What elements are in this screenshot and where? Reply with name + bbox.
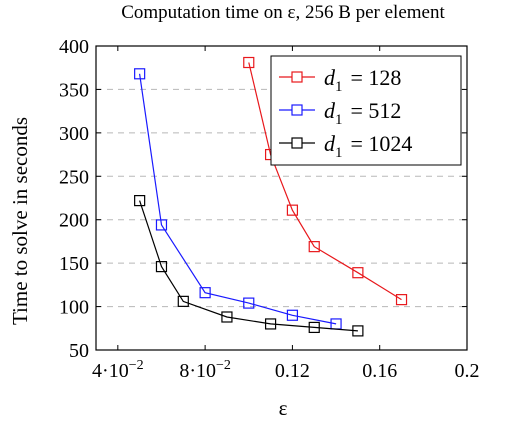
data-point <box>308 241 320 253</box>
legend-marker <box>291 137 303 149</box>
x-tick-label: 8·10−2 <box>179 358 231 382</box>
data-point <box>155 261 168 273</box>
data-point <box>155 219 168 231</box>
data-point <box>221 311 233 323</box>
chart-title: Computation time on ε, 256 B per element <box>121 2 445 23</box>
data-point <box>199 287 211 299</box>
series-line <box>248 62 402 301</box>
legend-marker <box>291 104 303 116</box>
x-axis-title: ε <box>279 396 288 420</box>
y-tick-label: 50 <box>69 340 89 362</box>
data-point <box>134 68 146 80</box>
data-point <box>243 56 255 69</box>
legend-marker <box>291 71 303 83</box>
data-point <box>308 321 320 334</box>
data-point <box>134 195 146 207</box>
series-line <box>139 200 358 332</box>
data-point <box>177 295 189 307</box>
x-tick-exponent: −2 <box>129 358 144 373</box>
series-group <box>134 68 342 330</box>
data-point <box>286 309 299 321</box>
x-tick-label: 0.12 <box>275 360 310 382</box>
series-group <box>134 195 364 337</box>
plot-frame <box>95 45 468 351</box>
y-tick-label: 100 <box>59 297 89 319</box>
y-tick-label: 150 <box>59 253 89 275</box>
data-point <box>395 294 408 306</box>
data-point <box>243 297 255 309</box>
data-point <box>286 204 299 216</box>
x-tick-label: 0.2 <box>455 360 480 382</box>
x-tick-label: 4·10−2 <box>92 358 144 382</box>
y-axis-title: Time to solve in seconds <box>8 117 32 325</box>
y-tick-label: 250 <box>59 166 89 188</box>
x-tick-exponent: −2 <box>216 358 231 373</box>
data-point <box>352 267 364 279</box>
data-point <box>352 325 364 337</box>
y-tick-label: 350 <box>59 79 89 101</box>
y-tick-label: 200 <box>59 210 89 232</box>
y-tick-label: 300 <box>59 123 89 145</box>
x-tick-label: 0.16 <box>362 360 397 382</box>
data-point <box>264 318 277 330</box>
series-line <box>139 73 337 325</box>
y-tick-label: 400 <box>59 36 89 58</box>
